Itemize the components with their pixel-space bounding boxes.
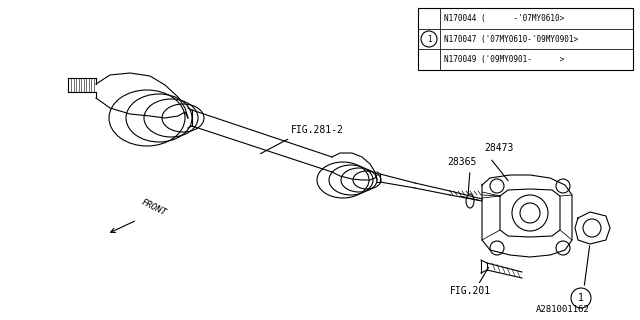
Text: 28473: 28473 <box>484 143 513 153</box>
Text: 1: 1 <box>427 35 431 44</box>
Text: 28365: 28365 <box>447 157 476 167</box>
Text: N170044 (      -'07MY0610>: N170044 ( -'07MY0610> <box>444 14 564 23</box>
Text: A281001162: A281001162 <box>536 305 590 314</box>
Text: 1: 1 <box>578 293 584 303</box>
Text: N170049 ('09MY0901-      >: N170049 ('09MY0901- > <box>444 55 564 64</box>
Text: FIG.201: FIG.201 <box>450 286 491 296</box>
Bar <box>418 8 633 70</box>
Text: N170047 ('07MY0610-'09MY0901>: N170047 ('07MY0610-'09MY0901> <box>444 35 578 44</box>
Text: FIG.281-2: FIG.281-2 <box>291 125 344 135</box>
Text: FRONT: FRONT <box>140 198 168 218</box>
